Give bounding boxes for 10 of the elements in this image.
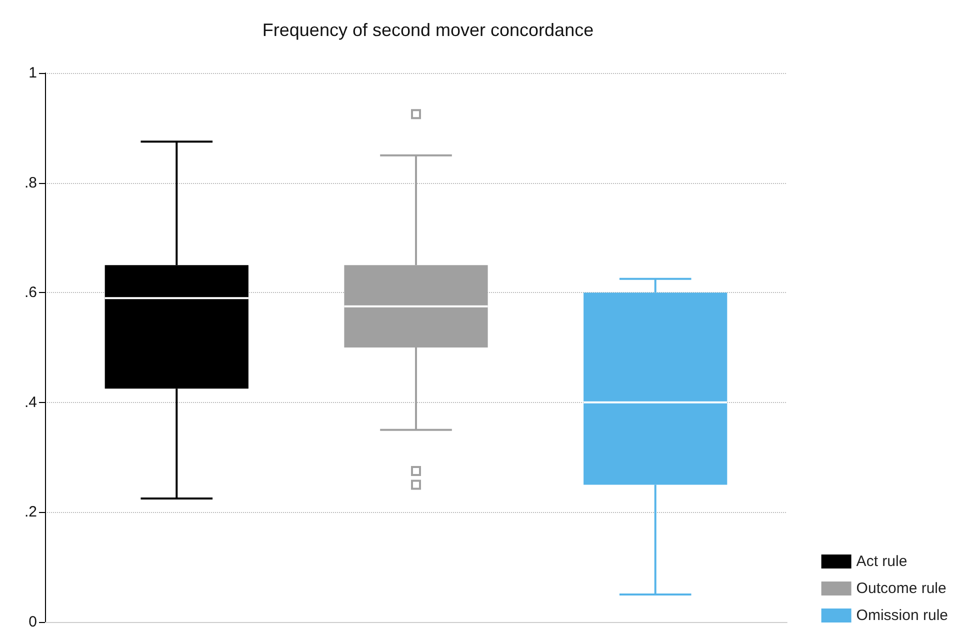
legend-label: Act rule [856,553,908,570]
legend-label: Outcome rule [856,580,946,597]
legend-label: Omission rule [856,607,948,624]
y-tick-label: .2 [24,504,37,521]
y-tick-label: .4 [24,394,37,411]
y-tick-label: .8 [24,174,37,192]
y-tick-label: 0 [28,614,37,630]
chart-title: Frequency of second mover concordance [262,20,594,40]
y-tick-label: 1 [28,64,37,82]
y-tick-label: .6 [24,284,37,302]
